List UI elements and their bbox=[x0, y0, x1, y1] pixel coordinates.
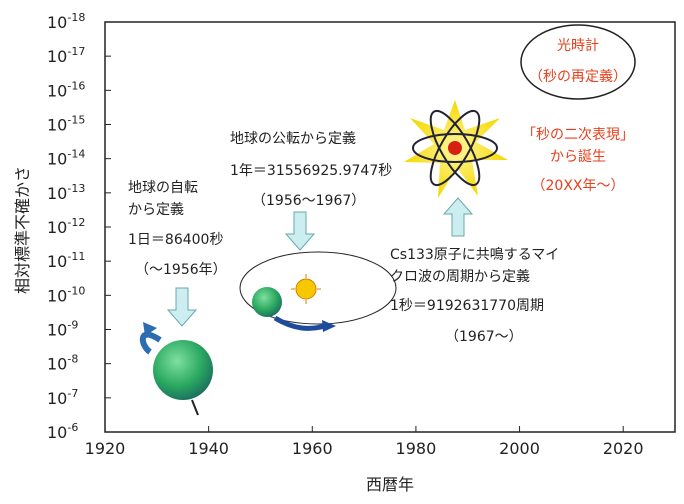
y-tick-label: 10-18 bbox=[47, 11, 85, 32]
annotation: から誕生 bbox=[550, 149, 606, 165]
y-tick-label: 10-11 bbox=[47, 250, 85, 271]
annotation: 1秒＝9192631770周期 bbox=[390, 298, 544, 314]
annotation: （秒の再定義） bbox=[529, 68, 627, 85]
x-tick-label: 1940 bbox=[188, 439, 229, 458]
annotation: 「秒の二次表現」 bbox=[522, 127, 634, 143]
annotation: 光時計 bbox=[557, 38, 599, 54]
annotation: クロ波の周期から定義 bbox=[390, 268, 530, 285]
earth-orbit-illustration bbox=[240, 212, 396, 332]
y-tick-label: 10-9 bbox=[47, 319, 78, 340]
annotation: （1956～1967） bbox=[252, 193, 365, 209]
y-axis-label: 相対標準不確かさ bbox=[13, 166, 32, 294]
x-tick-label: 2000 bbox=[499, 439, 540, 458]
y-tick-label: 10-12 bbox=[47, 216, 85, 237]
y-tick-label: 10-7 bbox=[47, 387, 78, 408]
x-tick-label: 2020 bbox=[603, 439, 644, 458]
annotation: 1日＝86400秒 bbox=[128, 232, 223, 248]
annotation: 地球の公転から定義 bbox=[230, 130, 356, 147]
y-tick-label: 10-14 bbox=[47, 148, 85, 169]
earth-rotation-illustration bbox=[143, 288, 213, 415]
x-axis-label: 西暦年 bbox=[366, 475, 414, 494]
annotation: 1年＝31556925.9747秒 bbox=[230, 163, 392, 179]
annotation: 地球の自転 bbox=[128, 180, 198, 196]
y-tick-label: 10-6 bbox=[47, 421, 78, 442]
annotation: （～1956年） bbox=[135, 262, 227, 278]
annotation: から定義 bbox=[128, 201, 184, 218]
y-tick-label: 10-15 bbox=[47, 114, 85, 135]
x-tick-label: 1980 bbox=[396, 439, 437, 458]
annotation: Cs133原子に共鳴するマイ bbox=[390, 247, 559, 263]
annotation: （20XX年～） bbox=[532, 178, 625, 194]
annotation: （1967～） bbox=[445, 329, 523, 345]
x-tick-label: 1920 bbox=[85, 439, 126, 458]
y-tick-label: 10-10 bbox=[47, 284, 85, 305]
y-tick-label: 10-8 bbox=[47, 353, 78, 374]
y-tick-label: 10-13 bbox=[47, 182, 85, 203]
y-tick-label: 10-16 bbox=[47, 79, 85, 100]
x-tick-label: 1960 bbox=[292, 439, 333, 458]
atom-illustration bbox=[404, 100, 508, 236]
chart: 1920 1940 1960 1980 2000 2020 10-6 10-7 10-8 10-9… bbox=[0, 0, 684, 500]
y-tick-label: 10-17 bbox=[47, 45, 85, 66]
optical-clock-ellipse bbox=[521, 25, 635, 99]
